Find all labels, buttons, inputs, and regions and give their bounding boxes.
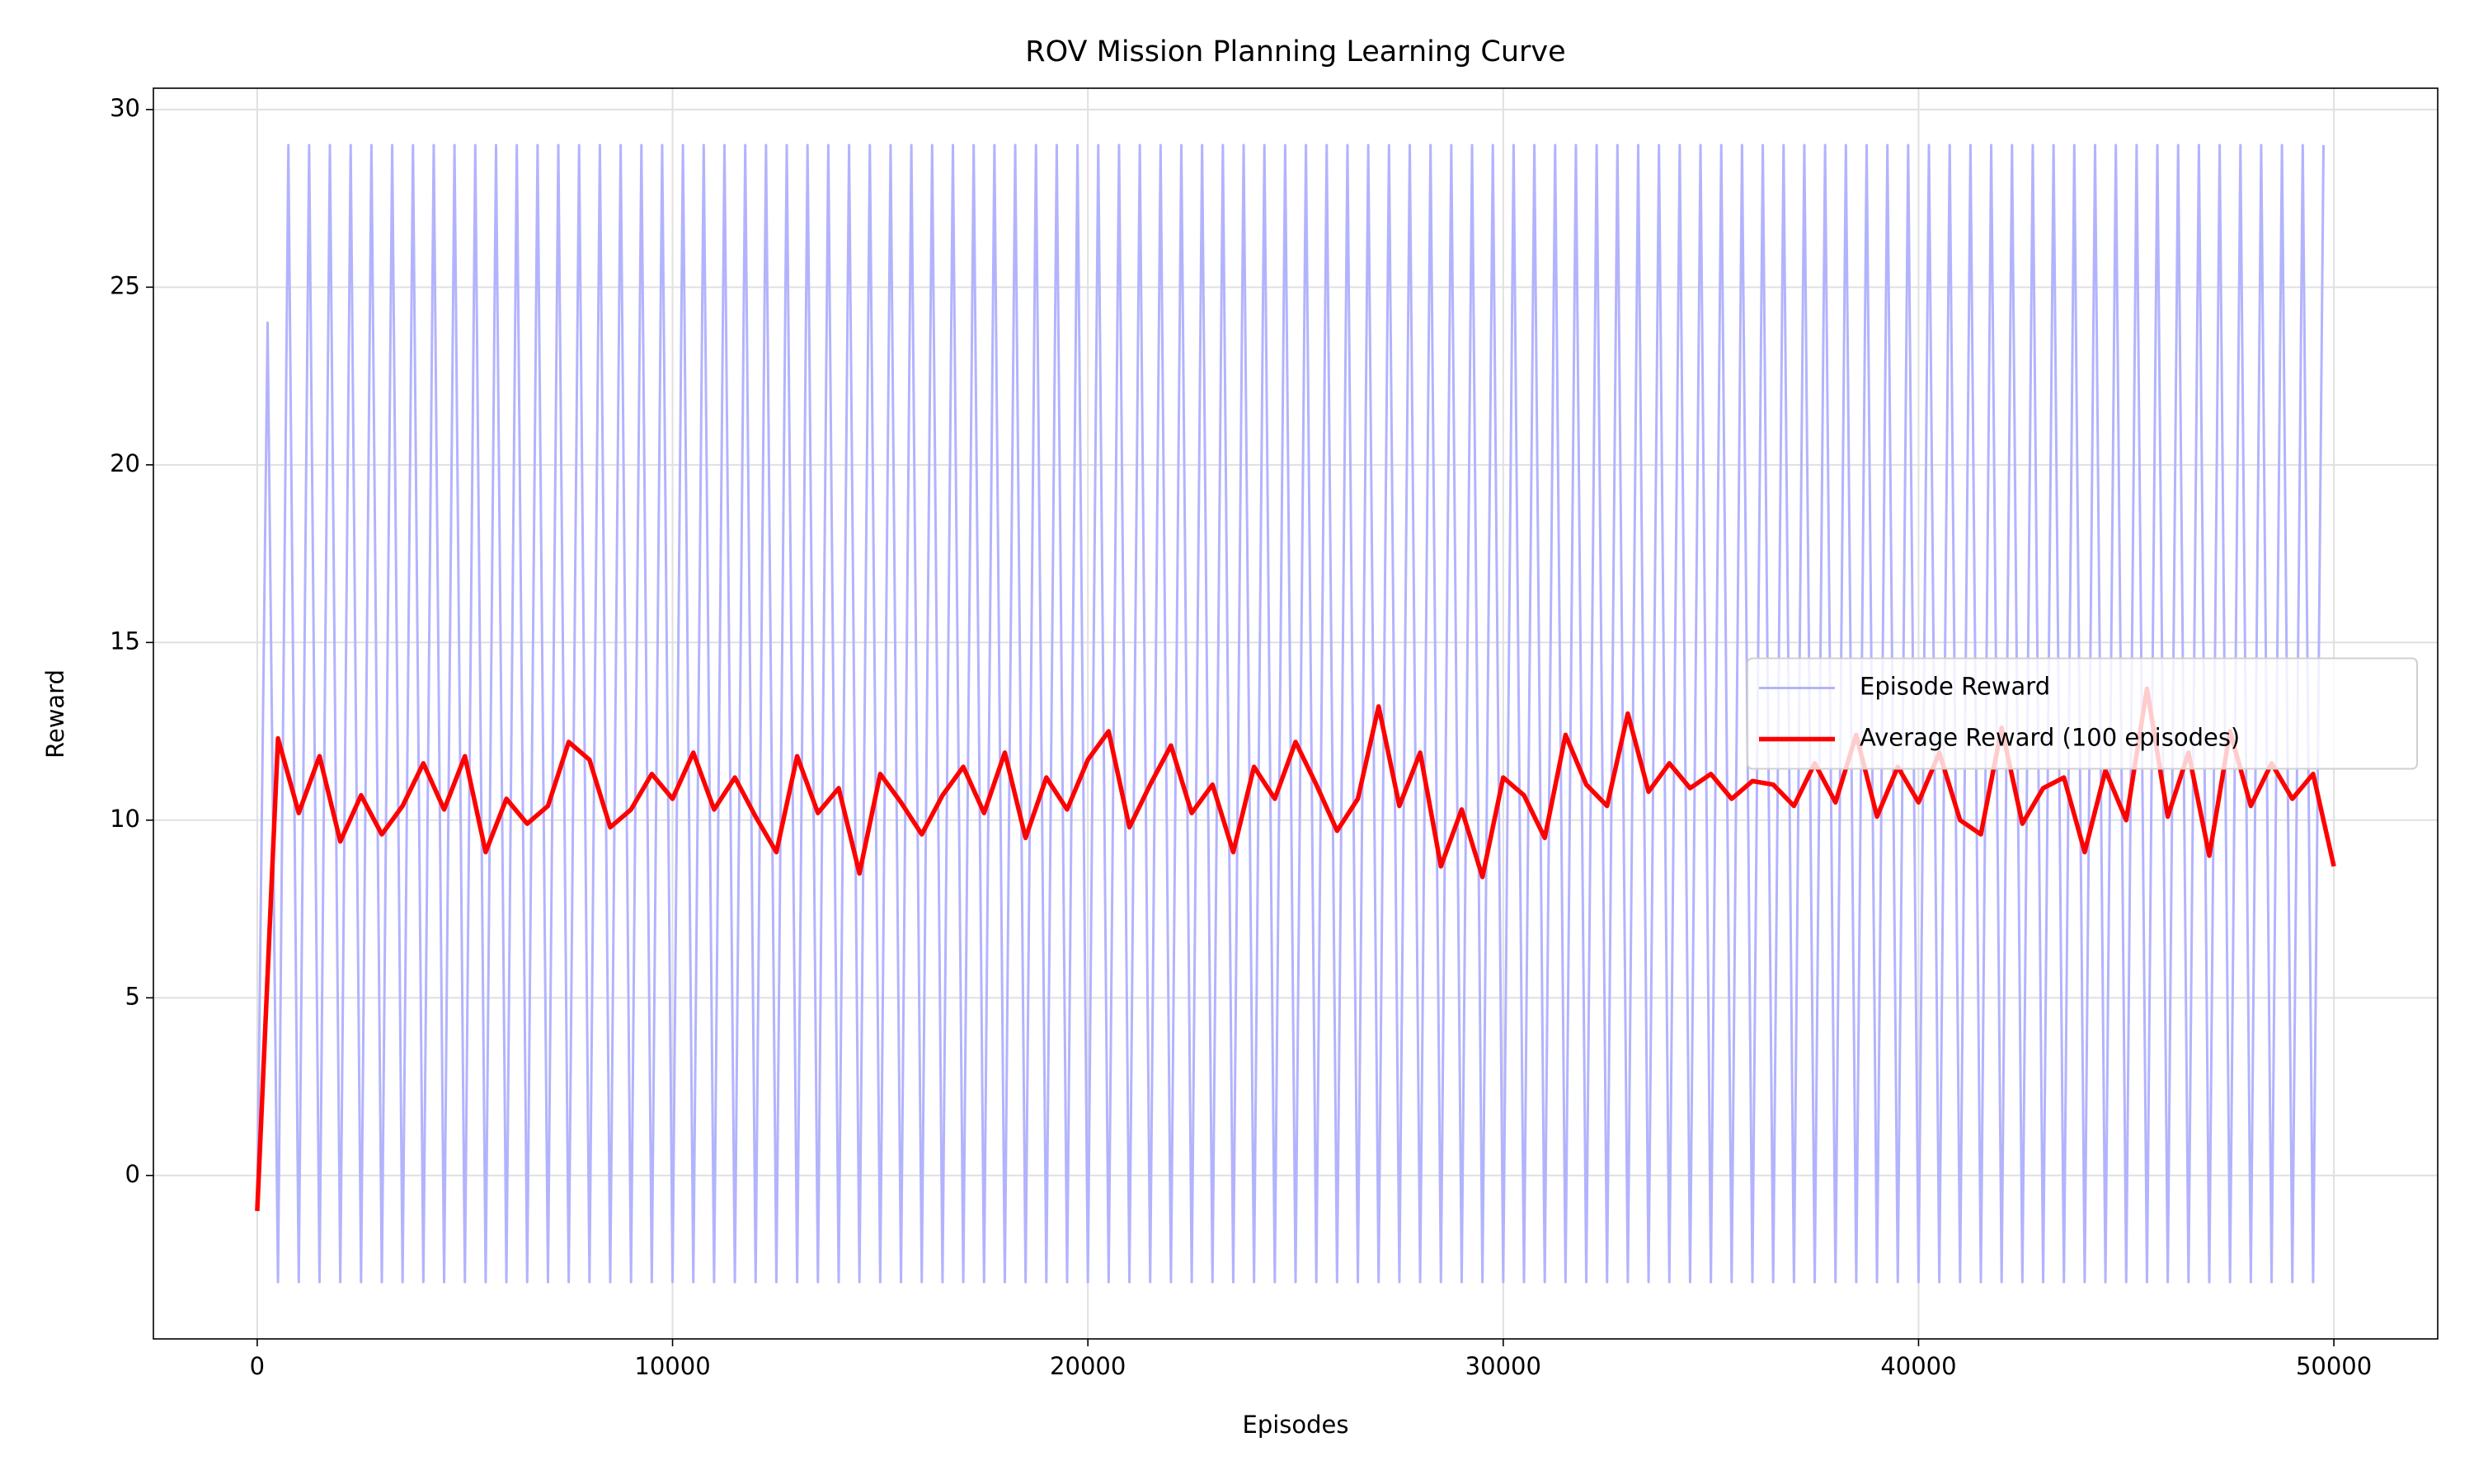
y-tick-label: 30 <box>110 94 140 122</box>
plot-area <box>255 143 2336 1284</box>
y-tick-label: 20 <box>110 449 140 477</box>
legend-box <box>1747 657 2418 770</box>
legend: Episode Reward Average Reward (100 episod… <box>1747 657 2418 770</box>
y-tick-label: 5 <box>125 982 140 1010</box>
chart-title: ROV Mission Planning Learning Curve <box>1025 35 1565 68</box>
series-line <box>255 686 2336 1211</box>
axes-frame <box>153 87 2439 1340</box>
x-tick-label: 0 <box>250 1352 265 1380</box>
x-axis-label: Episodes <box>1243 1411 1349 1439</box>
y-tick-label: 10 <box>110 805 140 833</box>
legend-label: Episode Reward <box>1860 673 2050 701</box>
legend-label: Average Reward (100 episodes) <box>1860 724 2240 752</box>
x-tick-label: 20000 <box>1050 1352 1126 1380</box>
y-tick-label: 15 <box>110 627 140 655</box>
x-tick-label: 50000 <box>2296 1352 2372 1380</box>
axes: 0 10000 20000 30000 40000 50000 0 5 10 15 20 25 30 <box>110 87 2439 1380</box>
y-tick-label: 25 <box>110 271 140 299</box>
x-tick-label: 40000 <box>1880 1352 1956 1380</box>
y-tick-label: 0 <box>125 1160 140 1188</box>
x-tick-label: 30000 <box>1465 1352 1541 1380</box>
x-tick-label: 10000 <box>634 1352 710 1380</box>
y-axis-label: Reward <box>41 669 69 758</box>
series-line <box>256 143 2325 1284</box>
